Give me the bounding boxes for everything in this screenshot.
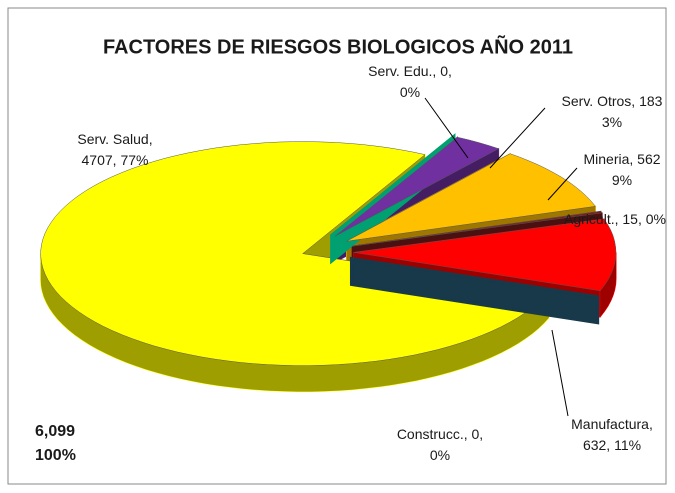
data-label-line: 632, 11%	[583, 437, 641, 453]
data-label: Mineria, 562 9%	[583, 151, 660, 188]
leader-line	[551, 329, 569, 417]
slice-side-shade	[40, 253, 549, 392]
data-label-line: 0%	[400, 84, 420, 100]
slice	[346, 153, 596, 242]
data-label-line: 9%	[612, 172, 632, 188]
data-label-line: 4707, 77%	[82, 152, 149, 168]
data-label: Serv. Edu., 0, 0%	[368, 63, 452, 100]
data-label-line: 0%	[430, 447, 450, 463]
leader-line	[489, 107, 546, 169]
data-label-line: Manufactura,	[571, 416, 653, 432]
data-label-line: 3%	[602, 114, 622, 130]
chart-title: FACTORES DE RIESGOS BIOLOGICOS AÑO 2011	[103, 35, 573, 58]
data-label-line: Mineria, 562	[583, 151, 660, 167]
slice	[351, 211, 603, 247]
leader-line	[547, 167, 578, 201]
slice	[353, 218, 617, 292]
data-label-line: Serv. Otros, 183	[562, 93, 663, 109]
slice	[349, 256, 600, 325]
data-label: Agricult., 15, 0%	[564, 211, 666, 227]
data-label: Construcc., 0, 0%	[397, 426, 483, 463]
data-label-line: Serv. Edu., 0,	[368, 63, 452, 79]
data-label: Serv. Salud, 4707, 77%	[77, 131, 152, 168]
data-label-line: Serv. Salud,	[77, 131, 152, 147]
slice	[40, 141, 550, 366]
total-label: 100%	[35, 447, 76, 464]
data-label-line: Agricult., 15, 0%	[564, 211, 666, 227]
slice-side-shade	[600, 252, 616, 317]
slice	[334, 136, 500, 237]
leader-line	[424, 97, 469, 159]
data-label-line: Construcc., 0,	[397, 426, 483, 442]
data-label: Manufactura, 632, 11%	[571, 416, 653, 453]
total-label: 6,099	[35, 423, 75, 440]
data-label: Serv. Otros, 183 3%	[562, 93, 663, 130]
